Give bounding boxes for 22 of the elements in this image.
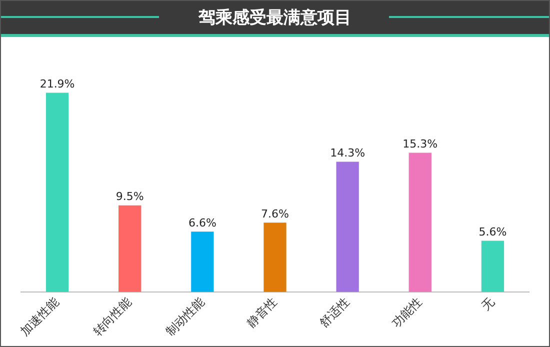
data-label: 5.6% [478, 225, 507, 238]
x-tick-label: 静音性 [244, 294, 280, 330]
data-label: 9.5% [116, 190, 144, 204]
data-label: 6.6% [188, 216, 216, 230]
bar [481, 240, 504, 292]
bar [264, 222, 286, 292]
bar [336, 162, 359, 292]
x-tick-label: 功能性 [389, 294, 425, 330]
x-tick-label: 舒适性 [316, 294, 352, 330]
chart-title: 驾乘感受最满意项目 [197, 7, 352, 29]
x-tick-label: 转向性能 [90, 294, 134, 338]
data-label: 21.9% [40, 77, 75, 90]
x-tick-label: 制动性能 [163, 294, 207, 338]
bar [408, 152, 432, 292]
x-tick-label: 无 [478, 294, 498, 313]
data-label: 14.3% [330, 146, 366, 160]
bar [191, 232, 214, 292]
data-label: 7.6% [261, 207, 289, 220]
bar [118, 205, 142, 292]
bar [46, 92, 69, 292]
data-label: 15.3% [402, 137, 438, 150]
x-tick-label: 加速性能 [18, 294, 62, 338]
